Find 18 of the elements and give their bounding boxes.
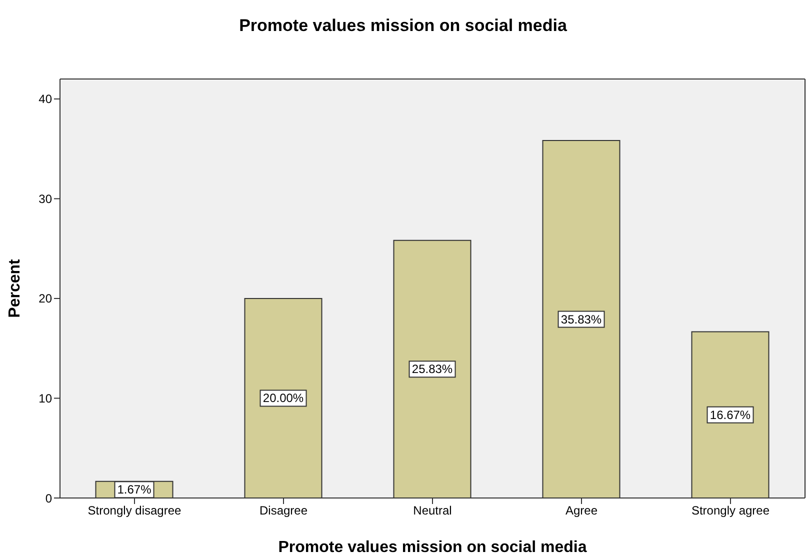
- data-label: 25.83%: [412, 362, 453, 376]
- y-tick-label: 0: [45, 491, 52, 506]
- data-label: 1.67%: [117, 482, 152, 497]
- x-tick-label: Disagree: [259, 504, 308, 518]
- x-tick-label: Strongly disagree: [88, 504, 182, 518]
- y-tick-label: 10: [38, 392, 52, 406]
- x-tick-label: Neutral: [413, 504, 452, 518]
- data-label: 16.67%: [710, 408, 751, 422]
- x-tick-label: Strongly agree: [691, 504, 770, 518]
- y-axis-title: Percent: [6, 258, 24, 318]
- data-label: 35.83%: [560, 312, 602, 326]
- x-tick-label: Agree: [565, 504, 598, 518]
- x-axis-title: Promote values mission on social media: [278, 539, 587, 554]
- y-tick-label: 30: [38, 192, 52, 206]
- y-tick-label: 40: [38, 92, 52, 106]
- data-label: 20.00%: [262, 391, 304, 406]
- chart-title: Promote values mission on social media: [238, 15, 568, 37]
- y-tick-label: 20: [38, 292, 52, 306]
